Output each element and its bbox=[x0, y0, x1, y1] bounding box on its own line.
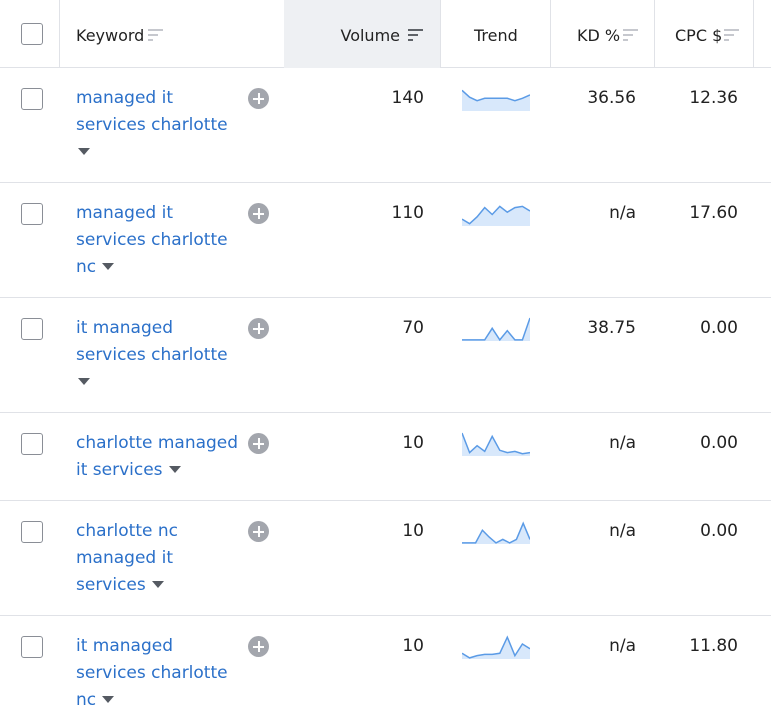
keyword-link[interactable]: managed it services charlotte nc bbox=[76, 200, 248, 281]
chevron-down-icon[interactable] bbox=[168, 466, 181, 473]
volume-column-header[interactable]: Volume bbox=[284, 0, 440, 68]
cpc-value: 12.36 bbox=[689, 88, 738, 108]
keyword-link[interactable]: charlotte managed it services bbox=[76, 430, 248, 484]
trend-sparkline bbox=[462, 317, 530, 342]
row-checkbox[interactable] bbox=[21, 318, 43, 340]
cpc-value: 0.00 bbox=[700, 318, 738, 338]
column-divider bbox=[59, 0, 60, 68]
keyword-header-label: Keyword bbox=[76, 26, 145, 45]
trend-sparkline bbox=[462, 205, 530, 226]
trend-area bbox=[462, 90, 530, 111]
chevron-down-icon[interactable] bbox=[102, 696, 115, 703]
volume-value: 10 bbox=[402, 433, 424, 453]
volume-value: 10 bbox=[402, 636, 424, 656]
keyword-text: services charlotte bbox=[76, 663, 228, 683]
trend-area bbox=[462, 523, 530, 544]
keyword-link[interactable]: it managed services charlotte bbox=[76, 315, 248, 396]
sort-icon[interactable] bbox=[724, 29, 739, 43]
add-keyword-icon[interactable] bbox=[248, 203, 269, 224]
chevron-down-icon[interactable] bbox=[151, 581, 164, 588]
trend-line bbox=[462, 432, 530, 455]
trend-area bbox=[462, 318, 530, 341]
trend-line bbox=[462, 317, 530, 342]
table-row: it managed services charlotte nc 10 n/a … bbox=[0, 616, 771, 720]
keyword-text: managed it bbox=[76, 548, 174, 568]
keyword-text: services bbox=[76, 575, 146, 595]
table-row: managed it services charlotte nc 110 n/a… bbox=[0, 183, 771, 298]
keyword-text: services charlotte bbox=[76, 345, 228, 365]
sort-icon[interactable] bbox=[148, 29, 163, 43]
trend-sparkline bbox=[462, 89, 530, 111]
chevron-down-icon[interactable] bbox=[102, 263, 115, 270]
trend-line bbox=[462, 635, 530, 659]
add-keyword-icon[interactable] bbox=[248, 636, 269, 657]
trend-header-label: Trend bbox=[474, 26, 518, 45]
sort-active-icon[interactable] bbox=[408, 29, 423, 43]
add-keyword-icon[interactable] bbox=[248, 88, 269, 109]
trend-area bbox=[462, 206, 530, 226]
table-row: charlotte managed it services 10 n/a 0.0… bbox=[0, 413, 771, 501]
row-checkbox[interactable] bbox=[21, 636, 43, 658]
volume-value: 10 bbox=[402, 521, 424, 541]
cpc-header-label: CPC $ bbox=[675, 26, 723, 45]
trend-sparkline bbox=[462, 432, 530, 456]
kd-value: 38.75 bbox=[587, 318, 636, 338]
keyword-text: services charlotte bbox=[76, 230, 228, 250]
table-header: Keyword Volume Trend KD % CPC $ bbox=[0, 0, 771, 68]
keyword-text: services charlotte bbox=[76, 115, 228, 135]
kd-header-label: KD % bbox=[577, 26, 621, 45]
cpc-value: 11.80 bbox=[689, 636, 738, 656]
cpc-column-header[interactable]: CPC $ bbox=[654, 0, 754, 68]
table-row: charlotte nc managed it services 10 n/a … bbox=[0, 501, 771, 616]
trend-area bbox=[462, 637, 530, 659]
chevron-down-icon[interactable] bbox=[78, 378, 90, 385]
table-row: it managed services charlotte 70 38.75 0… bbox=[0, 298, 771, 413]
keyword-text: managed it bbox=[76, 203, 174, 223]
volume-value: 140 bbox=[391, 88, 424, 108]
cpc-value: 17.60 bbox=[689, 203, 738, 223]
kd-value: n/a bbox=[609, 521, 636, 541]
trend-line bbox=[462, 205, 530, 225]
keyword-text: charlotte managed bbox=[76, 433, 239, 453]
kd-value: 36.56 bbox=[587, 88, 636, 108]
select-all-checkbox[interactable] bbox=[21, 23, 43, 45]
kd-value: n/a bbox=[609, 433, 636, 453]
table-row: managed it services charlotte 140 36.56 … bbox=[0, 69, 771, 183]
volume-value: 70 bbox=[402, 318, 424, 338]
trend-line bbox=[462, 89, 530, 102]
add-keyword-icon[interactable] bbox=[248, 521, 269, 542]
add-keyword-icon[interactable] bbox=[248, 433, 269, 454]
row-checkbox[interactable] bbox=[21, 433, 43, 455]
row-checkbox[interactable] bbox=[21, 521, 43, 543]
trend-sparkline bbox=[462, 635, 530, 659]
keyword-text: managed it bbox=[76, 88, 174, 108]
keyword-link[interactable]: charlotte nc managed it services bbox=[76, 518, 248, 599]
volume-value: 110 bbox=[391, 203, 424, 223]
keyword-text: nc bbox=[76, 690, 97, 710]
sort-icon[interactable] bbox=[623, 29, 638, 43]
kd-column-header[interactable]: KD % bbox=[550, 0, 654, 68]
keyword-text: charlotte nc bbox=[76, 521, 178, 541]
chevron-down-icon[interactable] bbox=[78, 148, 90, 155]
keyword-text: it managed bbox=[76, 318, 174, 338]
trend-line bbox=[462, 521, 530, 544]
keyword-text: it services bbox=[76, 460, 163, 480]
row-checkbox[interactable] bbox=[21, 88, 43, 110]
cpc-value: 0.00 bbox=[700, 433, 738, 453]
kd-value: n/a bbox=[609, 636, 636, 656]
trend-sparkline bbox=[462, 521, 530, 544]
volume-header-label: Volume bbox=[340, 26, 400, 45]
cpc-value: 0.00 bbox=[700, 521, 738, 541]
trend-column-header: Trend bbox=[440, 0, 550, 68]
keyword-column-header[interactable]: Keyword bbox=[60, 0, 284, 68]
add-keyword-icon[interactable] bbox=[248, 318, 269, 339]
keyword-link[interactable]: managed it services charlotte bbox=[76, 85, 248, 166]
keyword-text: it managed bbox=[76, 636, 174, 656]
keyword-text: nc bbox=[76, 257, 97, 277]
row-checkbox[interactable] bbox=[21, 203, 43, 225]
kd-value: n/a bbox=[609, 203, 636, 223]
keyword-link[interactable]: it managed services charlotte nc bbox=[76, 633, 248, 714]
